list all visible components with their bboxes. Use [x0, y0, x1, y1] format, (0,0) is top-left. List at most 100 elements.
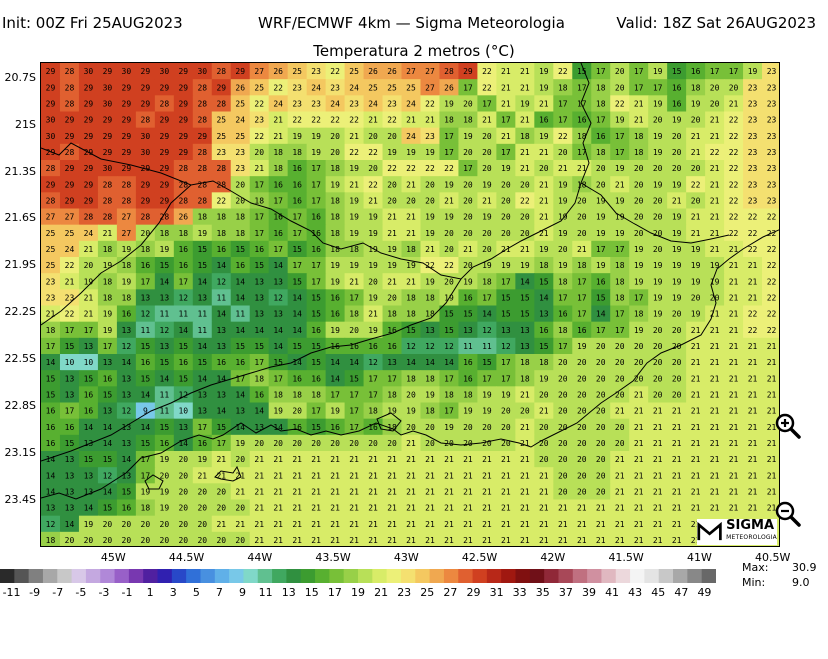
temp-cell [686, 499, 706, 517]
temp-cell [382, 95, 403, 113]
logo-name: SIGMA [726, 518, 775, 533]
temp-cell [382, 208, 403, 226]
temp-cell [743, 143, 763, 161]
temp-value: 21 [634, 407, 644, 416]
temp-cell [344, 224, 365, 242]
temp-cell [477, 337, 497, 355]
temp-value: 14 [216, 261, 226, 270]
temp-cell [743, 63, 763, 80]
temp-value: 24 [84, 229, 94, 238]
temp-value: 17 [615, 326, 625, 335]
temp-cell [173, 467, 194, 484]
temp-value: 19 [160, 245, 170, 254]
temp-cell [41, 402, 61, 420]
temp-cell [97, 79, 118, 96]
temp-cell [496, 79, 516, 96]
temp-value: 22 [254, 99, 264, 108]
temp-cell [420, 499, 441, 517]
temp-cell [762, 224, 779, 242]
temp-value: 20 [558, 374, 568, 383]
temp-cell [705, 337, 725, 355]
coastline-borders [41, 63, 779, 500]
temp-value: 29 [65, 180, 75, 189]
temp-value: 19 [634, 326, 644, 335]
temp-value: 20 [634, 213, 644, 222]
temp-value: 25 [235, 132, 245, 141]
temp-value: 20 [577, 374, 587, 383]
temp-cell [344, 208, 365, 226]
temperature-map[interactable]: 29 28 30 29 30 29 30 29 30 28 29 27 26 25 23 22 25 26 26 27… [40, 62, 780, 547]
temp-value: 20 [216, 536, 226, 545]
temp-value: 23 [387, 99, 397, 108]
temp-value: 29 [160, 148, 170, 157]
temp-cell [344, 483, 365, 501]
temp-cell [743, 79, 763, 96]
temp-value: 15 [311, 293, 321, 302]
legend-swatch [143, 569, 159, 583]
temp-cell [41, 499, 61, 517]
temp-value: 29 [235, 67, 245, 76]
state-border [214, 465, 242, 482]
temp-cell [629, 531, 649, 546]
temp-value: 21 [520, 504, 530, 513]
temp-cell [78, 176, 99, 193]
temp-value: 21 [387, 277, 397, 286]
temp-value: 21 [767, 471, 777, 480]
temp-cell [515, 273, 535, 290]
temp-cell [724, 402, 744, 420]
temp-cell [116, 483, 137, 501]
temp-cell [401, 240, 422, 258]
temp-cell [553, 370, 573, 387]
temp-cell [686, 176, 706, 193]
temp-value: 21 [330, 504, 340, 513]
temp-cell [515, 434, 535, 452]
temp-cell [572, 451, 592, 468]
temp-value: 15 [235, 342, 245, 351]
legend-tick: 29 [466, 586, 481, 599]
temp-value: 15 [463, 310, 473, 319]
temp-value: 21 [349, 455, 359, 464]
temp-value: 21 [672, 504, 682, 513]
temp-cell [382, 160, 403, 177]
temp-cell [610, 305, 630, 323]
temp-value: 16 [330, 310, 340, 319]
temp-value: 21 [615, 487, 625, 496]
temp-cell [477, 79, 497, 96]
temp-value: 28 [178, 164, 188, 173]
temp-cell [97, 273, 118, 290]
zoom-in-button[interactable] [774, 412, 802, 440]
temp-value: 21 [235, 487, 245, 496]
legend-swatch [486, 569, 502, 583]
temp-cell [648, 289, 668, 307]
temp-value: 21 [539, 520, 549, 529]
temp-cell [344, 434, 365, 452]
temp-cell [116, 305, 137, 323]
temp-cell [477, 176, 497, 193]
temp-value: 19 [710, 261, 720, 270]
temp-value: 21 [729, 245, 739, 254]
temp-value: 21 [577, 164, 587, 173]
temp-cell [553, 531, 573, 546]
temp-cell [439, 451, 460, 468]
temp-cell [211, 257, 232, 274]
temp-cell [439, 386, 460, 404]
temp-value: 22 [691, 180, 701, 189]
temp-cell [230, 515, 251, 533]
temp-cell [762, 402, 779, 420]
temp-cell [686, 224, 706, 242]
temp-value: 15 [311, 358, 321, 367]
temp-cell [648, 483, 668, 501]
temp-value: 29 [141, 83, 151, 92]
zoom-out-button[interactable] [774, 500, 802, 528]
temp-cell [363, 451, 384, 468]
temp-value: 15 [160, 261, 170, 270]
temp-value: 22 [729, 180, 739, 189]
temp-cell [743, 305, 763, 323]
temp-value: 19 [539, 83, 549, 92]
temp-value: 20 [368, 439, 378, 448]
temp-value: 14 [292, 310, 302, 319]
legend-tick: 33 [512, 586, 527, 599]
temp-cell [534, 337, 554, 355]
temp-cell [458, 240, 479, 258]
temp-value: 21 [349, 132, 359, 141]
